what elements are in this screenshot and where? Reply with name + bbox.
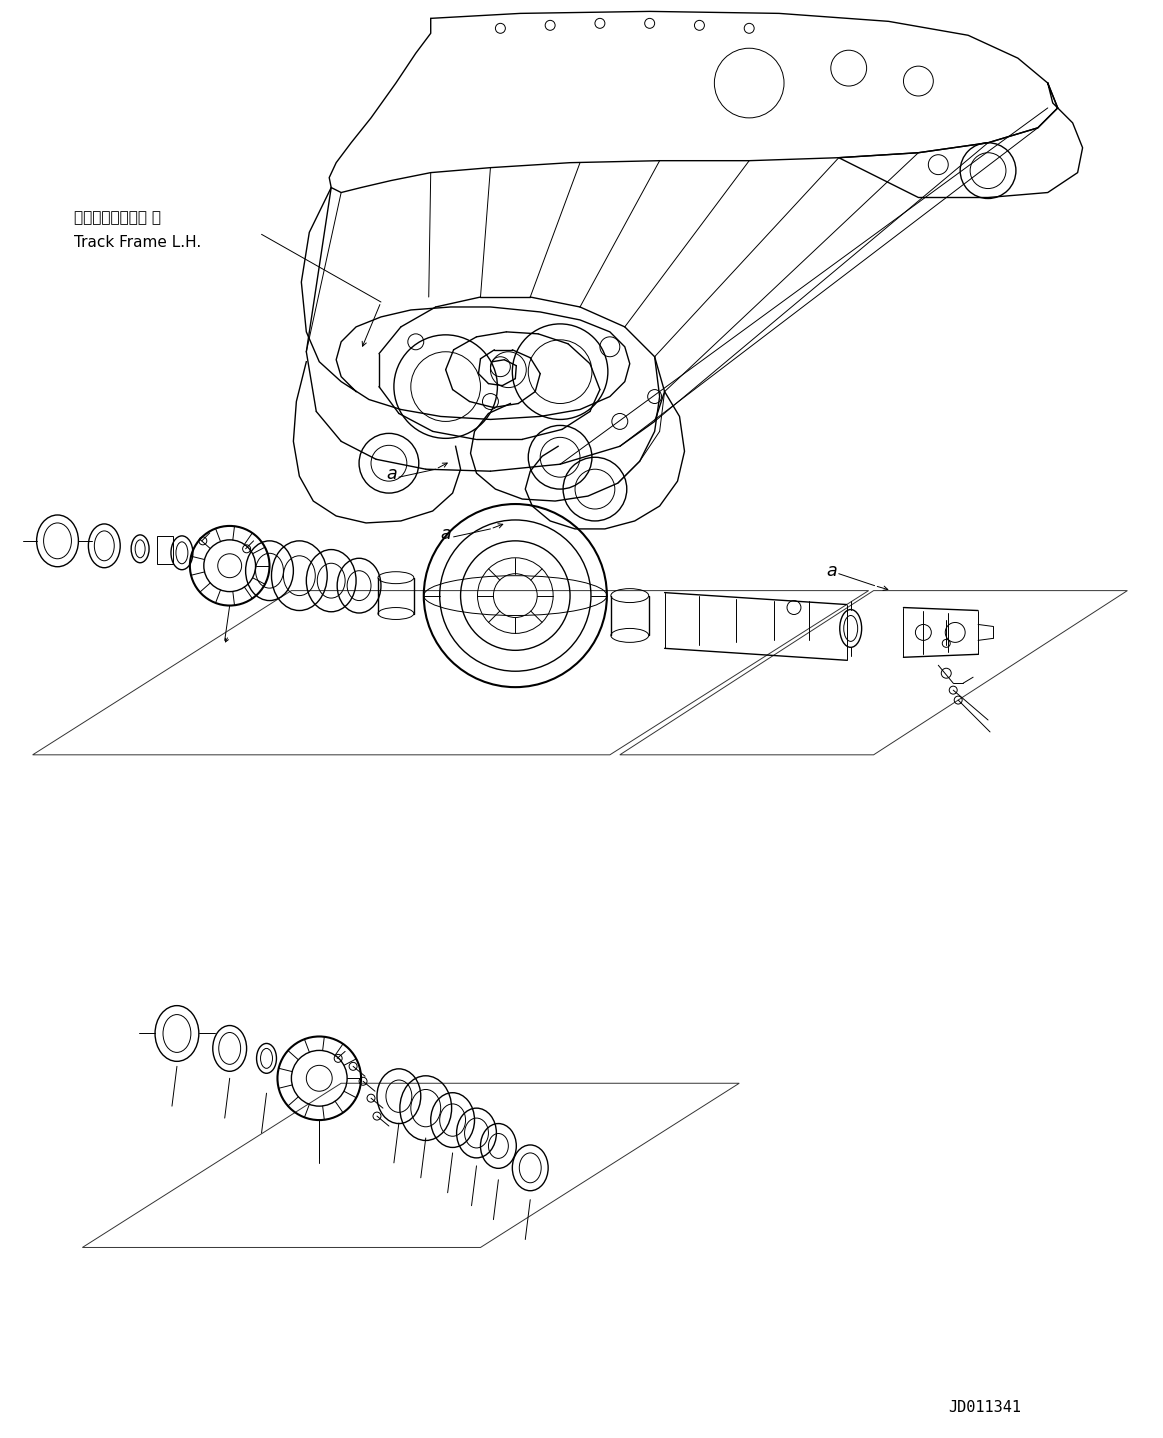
Text: a: a [386, 464, 397, 483]
Circle shape [787, 601, 801, 614]
Text: トラックフレーム 左: トラックフレーム 左 [74, 210, 162, 226]
Text: a: a [441, 525, 451, 544]
Circle shape [199, 536, 207, 545]
Text: Track Frame L.H.: Track Frame L.H. [74, 236, 201, 250]
Text: a: a [827, 562, 837, 580]
Circle shape [915, 624, 932, 640]
Bar [157, 536, 173, 564]
Text: JD011341: JD011341 [948, 1399, 1021, 1415]
Circle shape [946, 623, 965, 643]
